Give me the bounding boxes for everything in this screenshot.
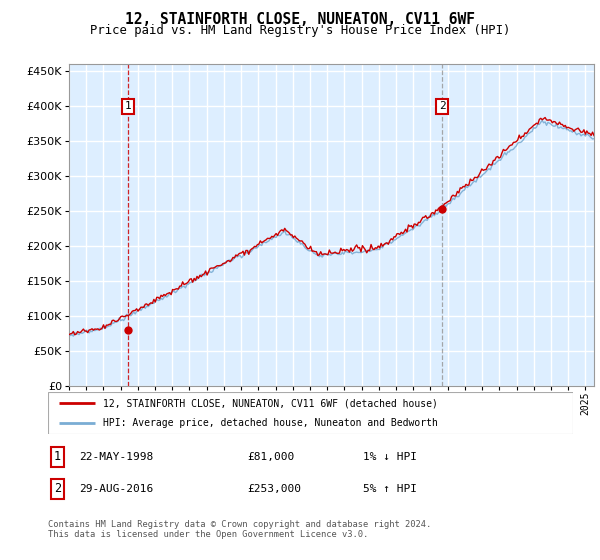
Text: Contains HM Land Registry data © Crown copyright and database right 2024.
This d: Contains HM Land Registry data © Crown c… xyxy=(48,520,431,539)
Text: 12, STAINFORTH CLOSE, NUNEATON, CV11 6WF: 12, STAINFORTH CLOSE, NUNEATON, CV11 6WF xyxy=(125,12,475,27)
Text: 12, STAINFORTH CLOSE, NUNEATON, CV11 6WF (detached house): 12, STAINFORTH CLOSE, NUNEATON, CV11 6WF… xyxy=(103,398,438,408)
Text: 2: 2 xyxy=(54,482,61,495)
Text: £81,000: £81,000 xyxy=(248,452,295,462)
Text: 1% ↓ HPI: 1% ↓ HPI xyxy=(363,452,417,462)
Text: 1: 1 xyxy=(54,450,61,464)
Text: 1: 1 xyxy=(124,101,131,111)
Text: 29-AUG-2016: 29-AUG-2016 xyxy=(79,484,154,494)
Text: 5% ↑ HPI: 5% ↑ HPI xyxy=(363,484,417,494)
Text: HPI: Average price, detached house, Nuneaton and Bedworth: HPI: Average price, detached house, Nune… xyxy=(103,418,438,428)
Text: 22-MAY-1998: 22-MAY-1998 xyxy=(79,452,154,462)
Text: £253,000: £253,000 xyxy=(248,484,302,494)
Text: Price paid vs. HM Land Registry's House Price Index (HPI): Price paid vs. HM Land Registry's House … xyxy=(90,24,510,37)
Text: 2: 2 xyxy=(439,101,445,111)
